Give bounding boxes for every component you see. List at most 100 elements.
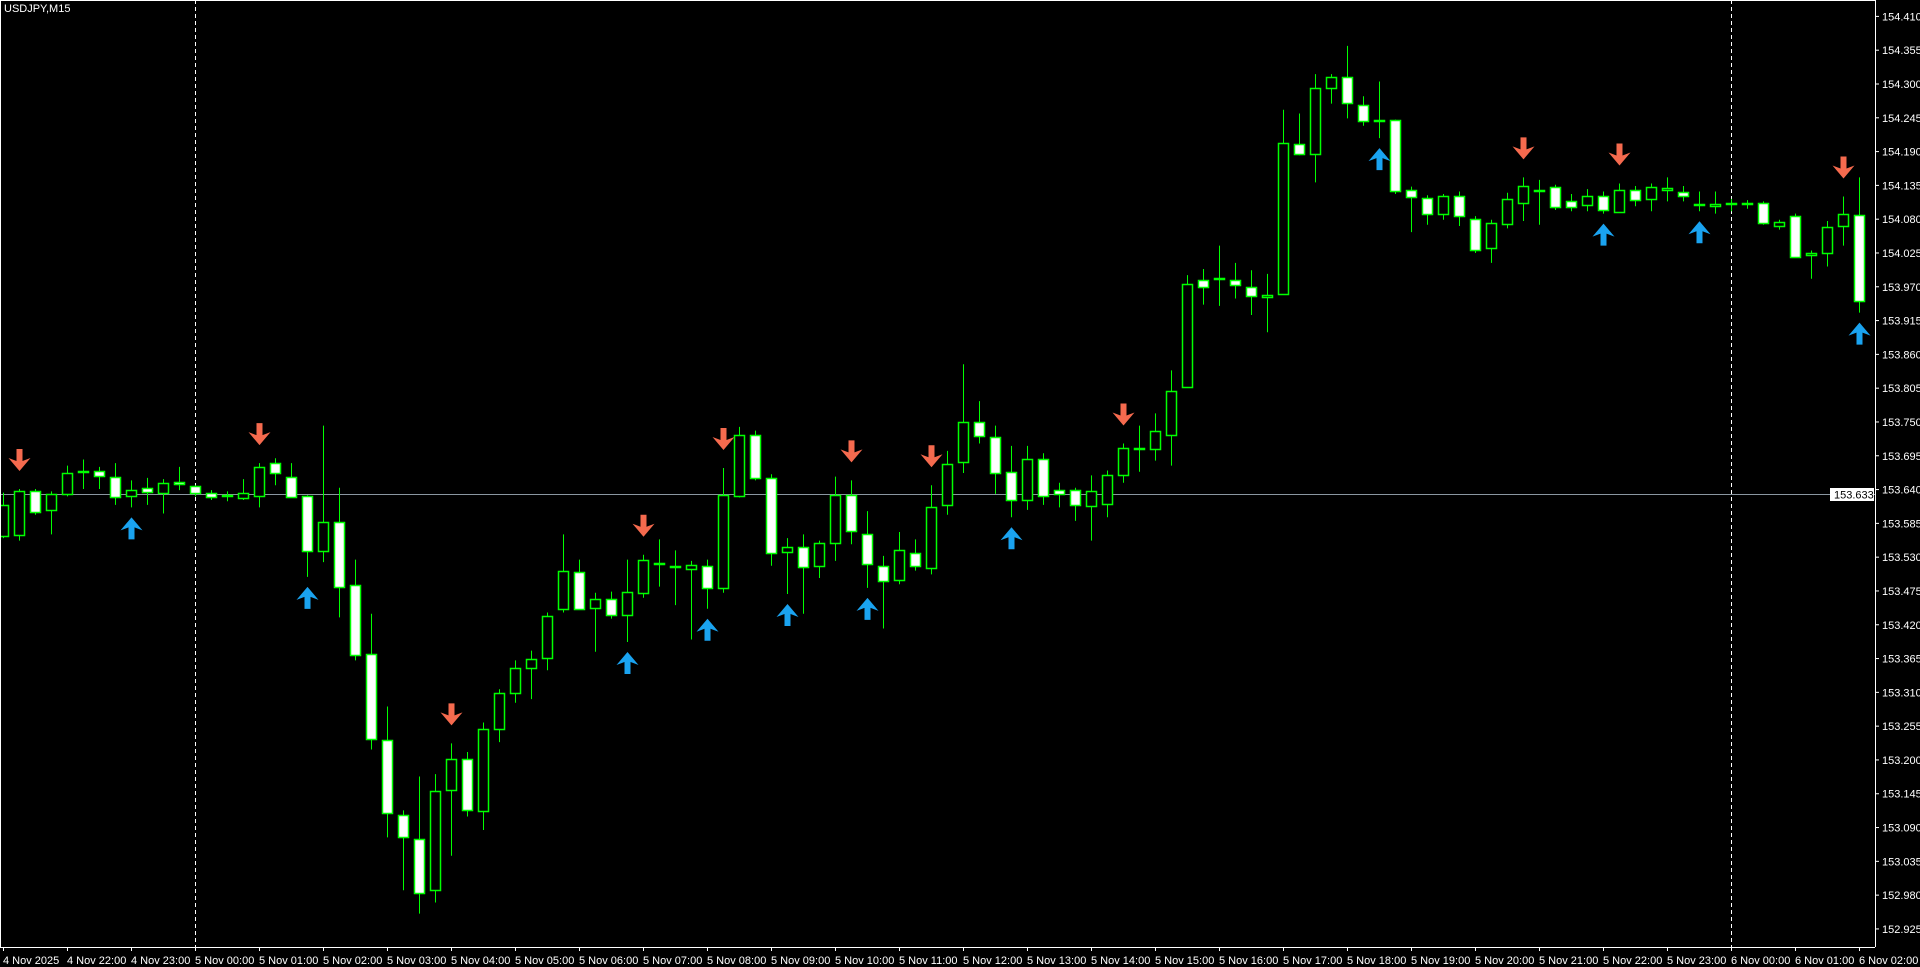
buy-arrow-icon xyxy=(1000,527,1023,550)
candle xyxy=(1533,179,1546,225)
time-tick-label: 5 Nov 17:00 xyxy=(1283,955,1342,967)
candle xyxy=(1437,193,1450,220)
buy-arrow-icon xyxy=(616,651,639,674)
candle xyxy=(1405,186,1418,233)
time-tick-label: 5 Nov 18:00 xyxy=(1347,955,1406,967)
candle xyxy=(1421,195,1434,225)
bear-candle-body xyxy=(205,492,218,499)
bull-candle-body xyxy=(557,570,570,611)
bear-candle-body xyxy=(349,584,362,657)
candle xyxy=(1357,96,1370,126)
bull-candle-body xyxy=(1437,195,1450,216)
candle xyxy=(157,479,170,514)
candle xyxy=(173,466,186,491)
bear-candle-body xyxy=(1565,200,1578,209)
candle xyxy=(381,706,394,838)
time-tick-label: 6 Nov 01:00 xyxy=(1795,955,1854,967)
price-tick-label: 153.200 xyxy=(1882,755,1920,767)
bull-candle-body xyxy=(1101,474,1114,506)
candle xyxy=(1165,370,1178,466)
time-tick-label: 5 Nov 22:00 xyxy=(1603,955,1662,967)
bull-candle-body xyxy=(125,489,138,498)
bull-candle-body xyxy=(1277,142,1290,296)
bear-candle-body xyxy=(269,462,282,475)
price-tick-label: 153.860 xyxy=(1882,349,1920,361)
candle xyxy=(909,539,922,571)
time-tick-label: 5 Nov 21:00 xyxy=(1539,955,1598,967)
candle xyxy=(125,480,138,508)
price-tick-label: 153.915 xyxy=(1882,316,1920,328)
bear-candle-body xyxy=(1693,203,1706,207)
candle xyxy=(237,479,250,501)
candle xyxy=(1821,221,1834,267)
bull-candle-body xyxy=(1021,458,1034,502)
candle xyxy=(669,550,682,606)
candle xyxy=(349,559,362,661)
sell-arrow-icon xyxy=(8,448,31,471)
bull-candle-body xyxy=(1581,195,1594,207)
candle xyxy=(717,468,730,593)
bear-candle-body xyxy=(573,571,586,611)
candle xyxy=(749,430,762,481)
price-tick-label: 154.410 xyxy=(1882,11,1920,23)
candle xyxy=(317,425,330,563)
bull-candle-body xyxy=(1517,185,1530,205)
candle xyxy=(29,488,42,515)
bear-candle-body xyxy=(1389,119,1402,193)
bear-candle-body xyxy=(797,546,810,569)
candle xyxy=(301,495,314,577)
price-axis[interactable]: 154.410 154.355 154.300 154.245 154.190 154.1… xyxy=(1875,11,1920,936)
candle xyxy=(1069,487,1082,521)
bull-candle-body xyxy=(1325,76,1338,90)
bull-candle-body xyxy=(1261,294,1274,299)
candle xyxy=(1037,453,1050,505)
candle xyxy=(1373,81,1386,139)
time-axis[interactable]: 4 Nov 2025 4 Nov 22:00 4 Nov 23:00 5 Nov 00… xyxy=(3,947,1918,967)
bear-candle-body xyxy=(1293,143,1306,156)
time-tick-label: 5 Nov 04:00 xyxy=(451,955,510,967)
bear-candle-body xyxy=(861,533,874,566)
bull-candle-body xyxy=(781,546,794,554)
candle xyxy=(1245,270,1258,316)
price-tick-label: 153.695 xyxy=(1882,451,1920,463)
bear-candle-body xyxy=(381,739,394,815)
symbol-title: USDJPY,M15 xyxy=(4,3,71,15)
bull-candle-body xyxy=(525,658,538,670)
price-tick-label: 153.420 xyxy=(1882,620,1920,632)
buy-arrow-icon xyxy=(120,517,143,540)
candle xyxy=(1837,196,1850,246)
candle xyxy=(45,491,58,535)
sell-arrow-icon xyxy=(1608,143,1631,166)
bear-candle-body xyxy=(701,565,714,590)
candle xyxy=(1549,184,1562,210)
bear-candle-body xyxy=(1453,195,1466,218)
chart-frame xyxy=(0,0,1876,948)
bull-candle-body xyxy=(0,504,10,538)
price-tick-label: 153.640 xyxy=(1882,485,1920,497)
time-tick-label: 5 Nov 10:00 xyxy=(835,955,894,967)
candle xyxy=(109,463,122,505)
candle xyxy=(1581,189,1594,212)
candle xyxy=(1453,191,1466,226)
buy-arrow-icon xyxy=(1592,223,1615,246)
price-tick-label: 154.300 xyxy=(1882,79,1920,91)
candle xyxy=(1741,200,1754,209)
time-tick-label: 6 Nov 02:00 xyxy=(1859,955,1918,967)
time-tick-label: 4 Nov 22:00 xyxy=(67,955,126,967)
candle xyxy=(61,465,74,497)
price-tick-label: 153.090 xyxy=(1882,823,1920,835)
candle xyxy=(877,555,890,629)
bear-candle-body xyxy=(765,477,778,555)
candle xyxy=(1181,275,1194,389)
bull-candle-body xyxy=(253,466,266,498)
candle xyxy=(637,554,650,598)
sell-arrow-icon xyxy=(712,428,735,451)
bear-candle-body xyxy=(173,481,186,486)
candle xyxy=(861,511,874,588)
bear-candle-body xyxy=(1069,489,1082,507)
buy-arrow-icon xyxy=(776,604,799,627)
candle xyxy=(1229,262,1242,299)
bull-candle-body xyxy=(925,506,938,570)
bear-candle-body xyxy=(973,421,986,438)
